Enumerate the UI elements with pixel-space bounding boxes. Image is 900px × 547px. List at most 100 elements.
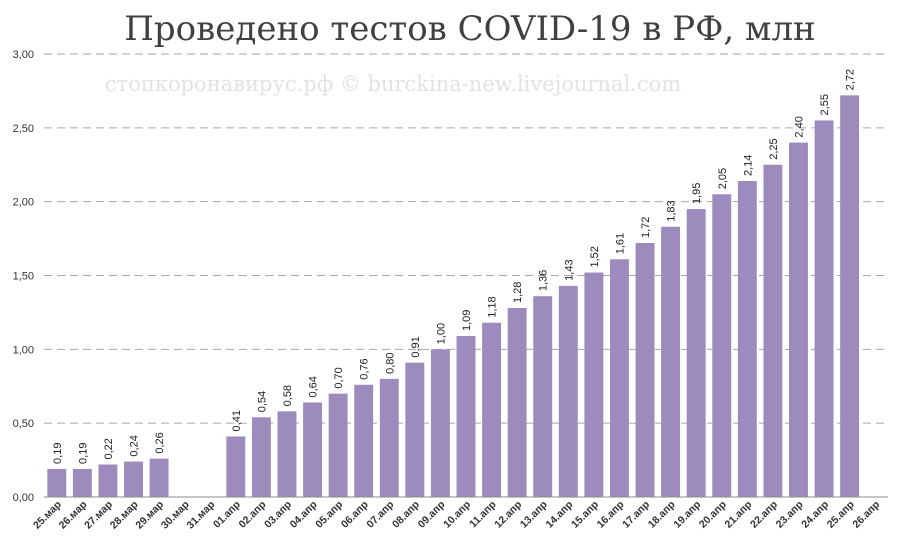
x-tick-label: 08.апр bbox=[390, 499, 422, 531]
bar-value-label: 1,18 bbox=[487, 296, 499, 317]
x-tick-label: 25.апр bbox=[825, 499, 857, 531]
bar bbox=[328, 393, 348, 497]
x-tick-label: 05.апр bbox=[313, 499, 345, 531]
x-tick-label: 09.апр bbox=[416, 499, 448, 531]
x-tick-label: 01.апр bbox=[211, 499, 243, 531]
x-tick-label: 18.апр bbox=[646, 499, 678, 531]
bar-value-label: 1,72 bbox=[640, 217, 652, 238]
bar bbox=[533, 296, 553, 497]
x-tick-label: 17.апр bbox=[620, 499, 652, 531]
bar-value-label: 1,61 bbox=[614, 233, 626, 254]
y-tick-label: 1,00 bbox=[13, 344, 34, 356]
bar-value-label: 2,25 bbox=[768, 138, 780, 159]
chart-title: Проведено тестов COVID-19 в РФ, млн bbox=[124, 9, 815, 49]
bar-value-label: 1,95 bbox=[691, 183, 703, 204]
bar-value-label: 0,70 bbox=[333, 367, 345, 388]
x-tick-label: 13.апр bbox=[518, 499, 550, 531]
bar-value-label: 1,52 bbox=[589, 246, 601, 267]
x-tick-label: 31.мар bbox=[184, 499, 217, 532]
bar-value-label: 2,55 bbox=[819, 94, 831, 115]
bar bbox=[482, 322, 502, 497]
bar bbox=[763, 164, 783, 497]
bar bbox=[814, 120, 834, 497]
x-tick-label: 11.апр bbox=[467, 499, 499, 531]
x-tick-label: 19.апр bbox=[671, 499, 703, 531]
x-tick-label: 14.апр bbox=[543, 499, 575, 531]
bar bbox=[303, 402, 323, 497]
bar bbox=[277, 411, 297, 497]
x-axis-ticks: 25.мар26.мар27.мар28.мар29.мар30.мар31.м… bbox=[31, 499, 882, 532]
bar bbox=[507, 307, 527, 497]
bar-value-label: 1,36 bbox=[538, 270, 550, 291]
bar-value-label: 0,58 bbox=[282, 385, 294, 406]
bar-value-label: 2,72 bbox=[845, 69, 857, 90]
bar bbox=[354, 384, 374, 497]
x-tick-label: 10.апр bbox=[441, 499, 473, 531]
y-tick-label: 1,50 bbox=[13, 271, 34, 283]
bar-value-label: 0,19 bbox=[52, 443, 64, 464]
y-tick-label: 3,00 bbox=[13, 49, 34, 61]
bar-value-label: 1,28 bbox=[512, 282, 524, 303]
x-tick-label: 15.апр bbox=[569, 499, 601, 531]
bar-value-label: 2,40 bbox=[793, 116, 805, 137]
x-tick-label: 04.апр bbox=[288, 499, 320, 531]
x-tick-label: 22.апр bbox=[748, 499, 780, 531]
bar bbox=[456, 336, 476, 497]
bar-value-label: 0,80 bbox=[384, 352, 396, 373]
x-tick-label: 12.апр bbox=[492, 499, 524, 531]
bar bbox=[98, 464, 118, 497]
bars bbox=[47, 95, 860, 498]
bar-value-label: 1,43 bbox=[563, 259, 575, 280]
y-tick-label: 0,50 bbox=[13, 418, 34, 430]
x-tick-label: 16.апр bbox=[595, 499, 627, 531]
y-tick-label: 2,50 bbox=[13, 123, 34, 135]
x-tick-label: 26.апр bbox=[850, 499, 882, 531]
bar bbox=[635, 243, 655, 497]
bar bbox=[609, 259, 629, 497]
bar-value-label: 2,14 bbox=[742, 155, 754, 176]
bar bbox=[72, 468, 92, 497]
x-tick-label: 24.апр bbox=[799, 499, 831, 531]
x-tick-label: 21.апр bbox=[722, 499, 754, 531]
x-tick-label: 06.апр bbox=[339, 499, 371, 531]
bar-value-label: 0,76 bbox=[359, 358, 371, 379]
bar bbox=[737, 180, 757, 497]
bar-value-label: 0,41 bbox=[231, 410, 243, 431]
bar bbox=[584, 272, 604, 497]
bar-value-label: 1,83 bbox=[666, 200, 678, 221]
x-tick-label: 03.апр bbox=[262, 499, 294, 531]
x-tick-label: 20.апр bbox=[697, 499, 729, 531]
bar bbox=[226, 436, 246, 497]
bar-value-labels: 0,19 0,19 0,22 0,24 0,26 0,41 0,54 0,58 0,64 0,70… bbox=[52, 69, 857, 464]
watermark: стопкоронавирус.рф © burckina-new.livejo… bbox=[105, 72, 681, 96]
y-axis-ticks: 0,00 0,50 1,00 1,50 2,00 2,50 3,00 bbox=[13, 49, 34, 504]
bar-value-label: 0,22 bbox=[103, 438, 115, 459]
y-tick-label: 0,00 bbox=[13, 492, 34, 504]
bar bbox=[124, 461, 143, 497]
x-tick-label: 02.апр bbox=[237, 499, 269, 531]
bar-value-label: 2,05 bbox=[717, 168, 729, 189]
bar-value-label: 0,91 bbox=[410, 336, 422, 357]
bar bbox=[47, 468, 67, 497]
bar-value-label: 0,19 bbox=[77, 443, 89, 464]
bar-value-label: 0,54 bbox=[256, 391, 268, 412]
bar-value-label: 0,64 bbox=[308, 376, 320, 397]
x-tick-label: 07.апр bbox=[364, 499, 396, 531]
bar bbox=[789, 142, 808, 497]
bar bbox=[430, 349, 450, 497]
bar bbox=[405, 362, 425, 497]
bar bbox=[149, 458, 169, 497]
bar bbox=[686, 209, 706, 498]
bar-value-label: 0,26 bbox=[154, 432, 166, 453]
bar-value-label: 1,00 bbox=[435, 323, 447, 344]
bar bbox=[712, 194, 732, 498]
bar bbox=[840, 95, 860, 497]
bar bbox=[379, 378, 399, 497]
bar bbox=[558, 285, 578, 497]
bar bbox=[251, 417, 271, 497]
x-tick-label: 23.апр bbox=[774, 499, 806, 531]
bar bbox=[661, 226, 681, 497]
bar-value-label: 0,24 bbox=[129, 435, 141, 456]
